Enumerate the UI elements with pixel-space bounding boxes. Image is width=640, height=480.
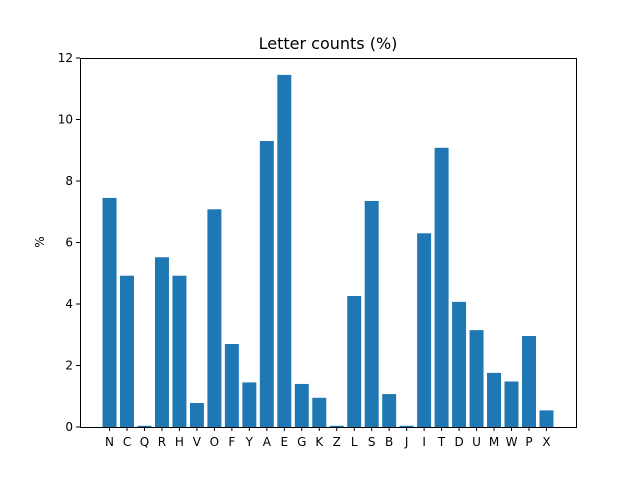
bar-G	[294, 383, 309, 427]
y-axis: 0 2 4 6 8 10 12	[58, 51, 80, 434]
plot-frame	[80, 58, 577, 428]
bar-N	[102, 197, 117, 427]
x-tick-label: R	[158, 435, 166, 449]
chart-title: Letter counts (%)	[259, 34, 398, 53]
bars-group	[102, 74, 554, 428]
bar-X	[539, 410, 554, 427]
x-tick-label: A	[263, 435, 272, 449]
x-tick-label: V	[193, 435, 202, 449]
bar-D	[452, 301, 467, 427]
x-tick-label: S	[368, 435, 376, 449]
bar-L	[347, 296, 362, 427]
x-tick-label: F	[228, 435, 235, 449]
bar-Y	[242, 382, 257, 427]
x-tick-label: P	[525, 435, 532, 449]
bar-C	[120, 275, 135, 427]
x-tick-label: T	[437, 435, 446, 449]
x-tick-label: X	[542, 435, 550, 449]
x-tick-label: M	[489, 435, 499, 449]
x-tick-label: I	[422, 435, 426, 449]
bar-F	[224, 343, 239, 427]
y-tick-label: 0	[65, 420, 73, 434]
y-tick-label: 10	[58, 113, 73, 127]
y-axis-label: %	[33, 236, 47, 247]
y-tick-label: 8	[65, 174, 73, 188]
x-tick-label: K	[315, 435, 324, 449]
x-tick-label: Q	[140, 435, 149, 449]
x-tick-label: U	[472, 435, 481, 449]
bar-S	[364, 200, 379, 427]
x-tick-label: C	[123, 435, 131, 449]
y-tick-label: 4	[65, 297, 73, 311]
x-tick-label: H	[175, 435, 184, 449]
bar-R	[154, 257, 169, 427]
bar-T	[434, 147, 449, 428]
bar-M	[487, 372, 502, 427]
x-tick-label: Z	[333, 435, 341, 449]
bar-I	[417, 233, 432, 427]
bar-E	[277, 74, 292, 427]
bar-K	[312, 397, 327, 427]
x-tick-label: Y	[245, 435, 254, 449]
x-tick-label: E	[281, 435, 289, 449]
bar-P	[521, 335, 536, 427]
bar-V	[189, 403, 204, 427]
bar-U	[469, 330, 484, 427]
bar-Q	[137, 425, 152, 427]
x-tick-label: O	[210, 435, 219, 449]
x-tick-label: D	[454, 435, 463, 449]
x-tick-label: N	[105, 435, 114, 449]
bar-Z	[329, 425, 344, 427]
bar-H	[172, 275, 187, 427]
bar-J	[399, 425, 414, 427]
bar-B	[382, 394, 397, 427]
x-tick-label: L	[351, 435, 358, 449]
y-tick-label: 2	[65, 359, 73, 373]
y-tick-label: 12	[58, 51, 73, 65]
y-tick-label: 6	[65, 236, 73, 250]
x-tick-label: W	[506, 435, 518, 449]
x-tick-label: B	[385, 435, 393, 449]
bar-W	[504, 381, 519, 427]
bar-O	[207, 209, 222, 427]
x-tick-label: G	[297, 435, 306, 449]
x-tick-label: J	[404, 435, 409, 449]
bar-A	[259, 141, 274, 427]
